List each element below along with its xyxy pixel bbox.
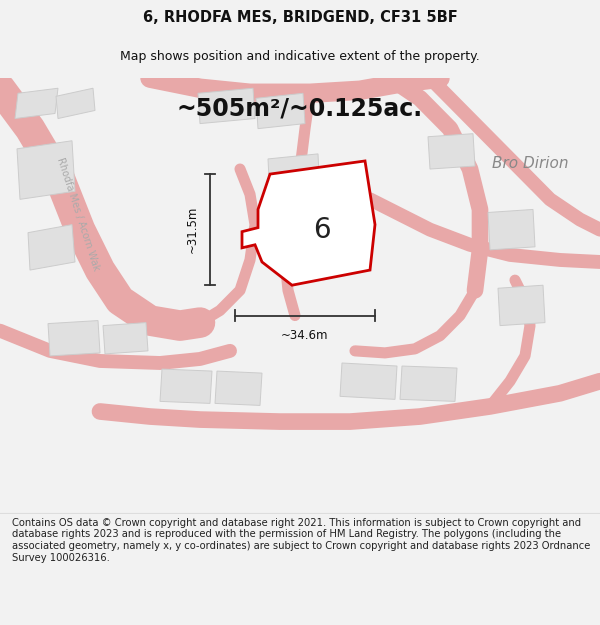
Polygon shape	[103, 322, 148, 354]
Polygon shape	[56, 88, 95, 119]
Polygon shape	[17, 141, 75, 199]
Text: ~34.6m: ~34.6m	[281, 329, 329, 342]
Text: 6, RHODFA MES, BRIDGEND, CF31 5BF: 6, RHODFA MES, BRIDGEND, CF31 5BF	[143, 9, 457, 24]
Text: Map shows position and indicative extent of the property.: Map shows position and indicative extent…	[120, 50, 480, 62]
Text: Rhodfa Mes / Acorn Wak: Rhodfa Mes / Acorn Wak	[55, 157, 101, 272]
Text: Contains OS data © Crown copyright and database right 2021. This information is : Contains OS data © Crown copyright and d…	[12, 518, 590, 562]
Polygon shape	[198, 88, 255, 124]
Text: ~505m²/~0.125ac.: ~505m²/~0.125ac.	[177, 96, 423, 121]
Text: ~31.5m: ~31.5m	[185, 206, 199, 253]
Text: Bro Dirion: Bro Dirion	[492, 156, 568, 171]
Polygon shape	[15, 88, 58, 119]
Polygon shape	[498, 285, 545, 326]
Polygon shape	[488, 209, 535, 250]
Polygon shape	[48, 321, 100, 356]
Polygon shape	[428, 134, 475, 169]
Text: 6: 6	[313, 216, 331, 244]
Polygon shape	[160, 369, 212, 403]
Polygon shape	[400, 366, 457, 401]
Polygon shape	[340, 363, 397, 399]
Polygon shape	[256, 93, 305, 129]
Polygon shape	[28, 224, 75, 270]
Polygon shape	[215, 371, 262, 406]
Polygon shape	[242, 161, 375, 285]
Polygon shape	[268, 154, 320, 199]
